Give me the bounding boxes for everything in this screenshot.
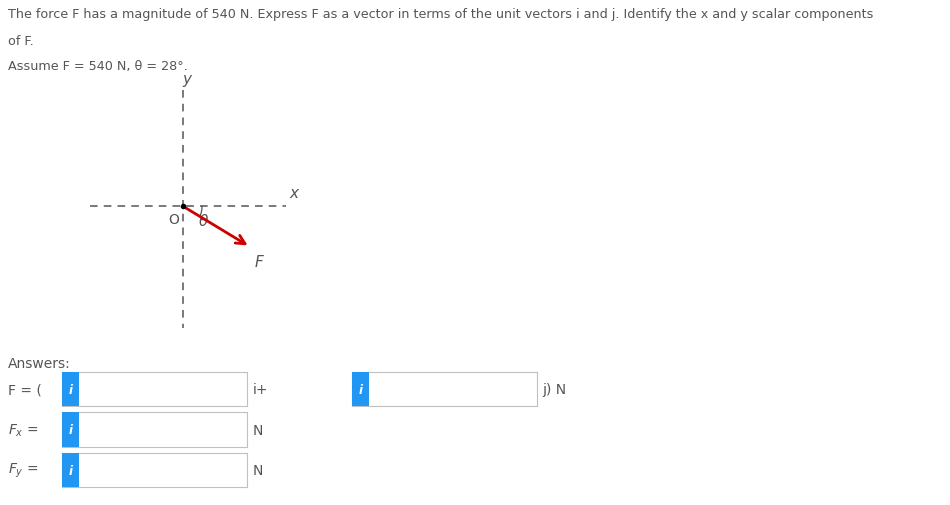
Text: i: i [68,423,72,436]
Text: $F_y$ =: $F_y$ = [8,461,38,479]
Text: F = (: F = ( [8,382,42,396]
Text: N: N [253,423,263,437]
Text: $F_x$ =: $F_x$ = [8,422,38,438]
Text: i+: i+ [253,382,268,396]
Text: O: O [168,213,179,227]
Text: The force F has a magnitude of 540 N. Express F as a vector in terms of the unit: The force F has a magnitude of 540 N. Ex… [8,8,873,21]
Text: j) N: j) N [542,382,566,396]
Text: N: N [253,463,263,477]
Text: y: y [182,72,191,87]
Text: x: x [289,186,298,201]
Text: of F.: of F. [8,35,33,48]
Text: i: i [358,383,362,396]
Text: θ: θ [199,214,208,229]
Text: F: F [255,255,263,270]
Text: Answers:: Answers: [8,356,70,370]
Text: Assume F = 540 N, θ = 28°.: Assume F = 540 N, θ = 28°. [8,60,187,73]
Text: i: i [68,464,72,477]
Text: i: i [68,383,72,396]
